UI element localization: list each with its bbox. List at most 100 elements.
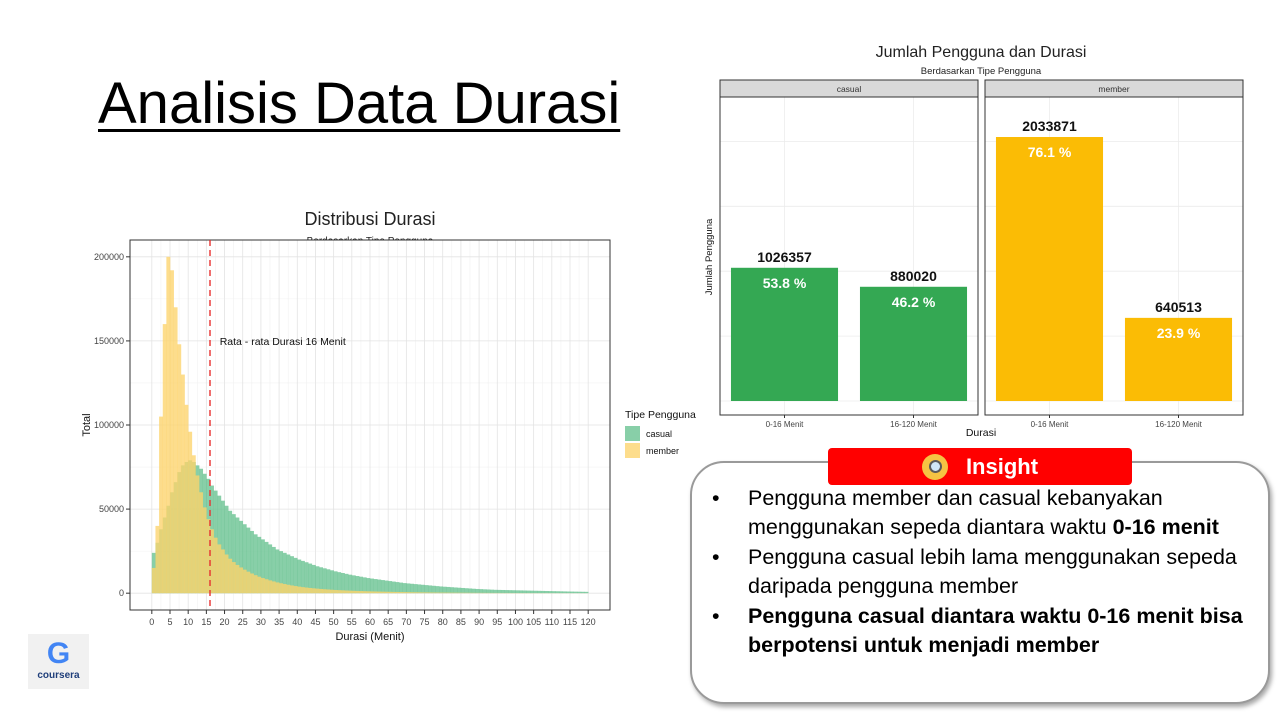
hist-bar-member [308, 587, 313, 594]
hist-bar-casual [380, 580, 385, 594]
bar-percent-label: 76.1 % [1028, 144, 1072, 160]
hist-bar-member [348, 590, 353, 594]
hist-bar-member [257, 576, 262, 594]
hist-bar-casual [359, 576, 364, 594]
hist-bar-member [162, 324, 167, 594]
hist-bar-member [275, 582, 280, 594]
coursera-logo: G coursera [28, 634, 89, 689]
legend-label-casual: casual [646, 429, 672, 439]
hist-bar-member [271, 581, 276, 594]
hist-bar-casual [504, 590, 509, 594]
hist-bar-member [177, 344, 182, 594]
hist-x-tick-label: 90 [474, 617, 484, 627]
insight-item: Pengguna member dan casual kebanyakan me… [712, 484, 1257, 542]
hist-bar-member [239, 567, 244, 594]
hist-x-tick-label: 75 [420, 617, 430, 627]
bar-value-label: 640513 [1155, 299, 1202, 315]
hist-x-tick-label: 115 [563, 617, 577, 627]
hist-x-tick-label: 20 [220, 617, 230, 627]
hist-bar-casual [570, 591, 574, 594]
bar-value-label: 2033871 [1022, 118, 1077, 134]
hist-bar-casual [340, 573, 345, 594]
hist-bar-casual [242, 524, 247, 594]
hist-bar-member [228, 558, 233, 594]
hist-bar-casual [268, 544, 273, 594]
hist-x-tick-label: 45 [310, 617, 320, 627]
hist-bar-member [173, 307, 178, 594]
hist-bar-casual [308, 563, 313, 594]
hist-bar-casual [577, 591, 582, 594]
legend-title: Tipe Pengguna [625, 409, 696, 421]
hist-bar-member [260, 578, 265, 594]
hist-bar-member [224, 554, 229, 594]
hist-bar-casual [540, 590, 545, 594]
hist-bar-member [297, 586, 302, 594]
hist-bar-member [213, 537, 218, 594]
hist-bar-casual [431, 585, 436, 594]
hist-bar-member [279, 583, 284, 594]
hist-bar-member [191, 455, 196, 594]
hist-bar-casual [217, 495, 222, 594]
hist-x-tick-label: 30 [256, 617, 266, 627]
bar-x-tick-label: 16-120 Menit [890, 420, 937, 429]
hist-bar-casual [322, 568, 327, 594]
hist-x-tick-label: 10 [183, 617, 193, 627]
logo-label: coursera [37, 670, 80, 681]
hist-bar-member [315, 588, 320, 594]
hist-bar-member [199, 492, 204, 594]
bar-casual-2 [859, 286, 968, 401]
hist-bar-member [337, 590, 342, 594]
hist-bar-member [391, 591, 396, 594]
hist-bar-casual [468, 588, 473, 594]
hist-bar-member [435, 592, 440, 594]
hist-bar-casual [453, 587, 458, 594]
hist-bar-member [395, 591, 400, 594]
hist-bar-member [242, 569, 247, 594]
hist-bar-casual [457, 587, 462, 594]
hist-bar-casual [508, 590, 513, 594]
hist-bar-casual [410, 583, 414, 594]
hist-bar-casual [446, 586, 451, 594]
hist-bar-casual [551, 591, 556, 594]
hist-bar-member [159, 416, 164, 594]
legend-label-member: member [646, 446, 679, 456]
hist-bar-member [166, 256, 171, 594]
hist-bar-member [333, 589, 338, 594]
bar-subtitle: Berdasarkan Tipe Pengguna [921, 66, 1042, 77]
insight-header-label: Insight [965, 453, 1039, 479]
hist-bar-casual [231, 514, 236, 594]
hist-bar-member [377, 591, 382, 594]
hist-bar-casual [562, 591, 567, 594]
hist-bar-member [246, 571, 251, 594]
hist-x-tick-label: 85 [456, 617, 466, 627]
hist-x-tick-label: 0 [149, 617, 154, 627]
hist-bar-member [231, 562, 236, 594]
hist-bar-casual [424, 585, 429, 594]
facet-panel-border [984, 96, 1244, 416]
hist-bar-casual [337, 572, 342, 594]
bar-title: Jumlah Pengguna dan Durasi [876, 44, 1087, 61]
hist-bar-casual [559, 591, 564, 594]
hist-x-tick-label: 5 [167, 617, 172, 627]
bar-member-2 [1124, 317, 1233, 401]
hist-bar-casual [479, 589, 484, 594]
hist-bar-casual [235, 517, 240, 594]
hist-bar-casual [271, 546, 276, 594]
hist-y-tick-label: 0 [119, 588, 124, 598]
hist-bar-member [155, 525, 160, 594]
hist-y-tick-label: 150000 [94, 336, 124, 346]
hist-bar-casual [450, 587, 454, 594]
hist-title: Distribusi Durasi [304, 209, 435, 229]
hist-x-tick-label: 15 [201, 617, 211, 627]
hist-bar-member [184, 404, 189, 594]
hist-bar-casual [493, 589, 498, 594]
hist-bar-casual [391, 581, 396, 594]
insight-item: Pengguna casual lebih lama menggunakan s… [712, 543, 1257, 601]
hist-bar-member [290, 585, 294, 594]
hist-x-tick-label: 40 [292, 617, 302, 627]
hist-bar-casual [442, 586, 447, 594]
hist-bar-casual [311, 564, 316, 594]
insight-list: Pengguna member dan casual kebanyakan me… [712, 484, 1257, 661]
hist-bar-casual [286, 554, 291, 594]
